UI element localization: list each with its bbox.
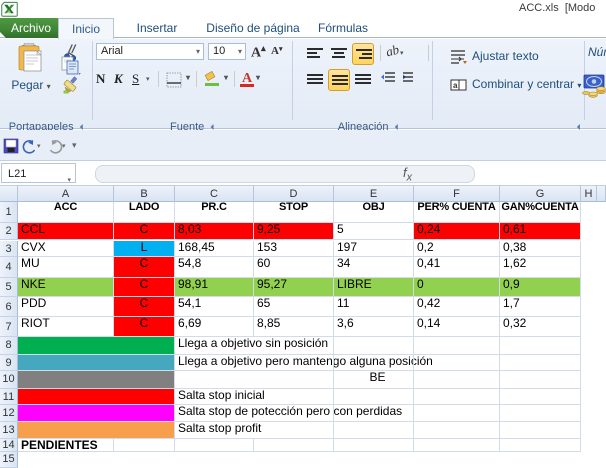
svg-text:a: a	[453, 81, 458, 90]
